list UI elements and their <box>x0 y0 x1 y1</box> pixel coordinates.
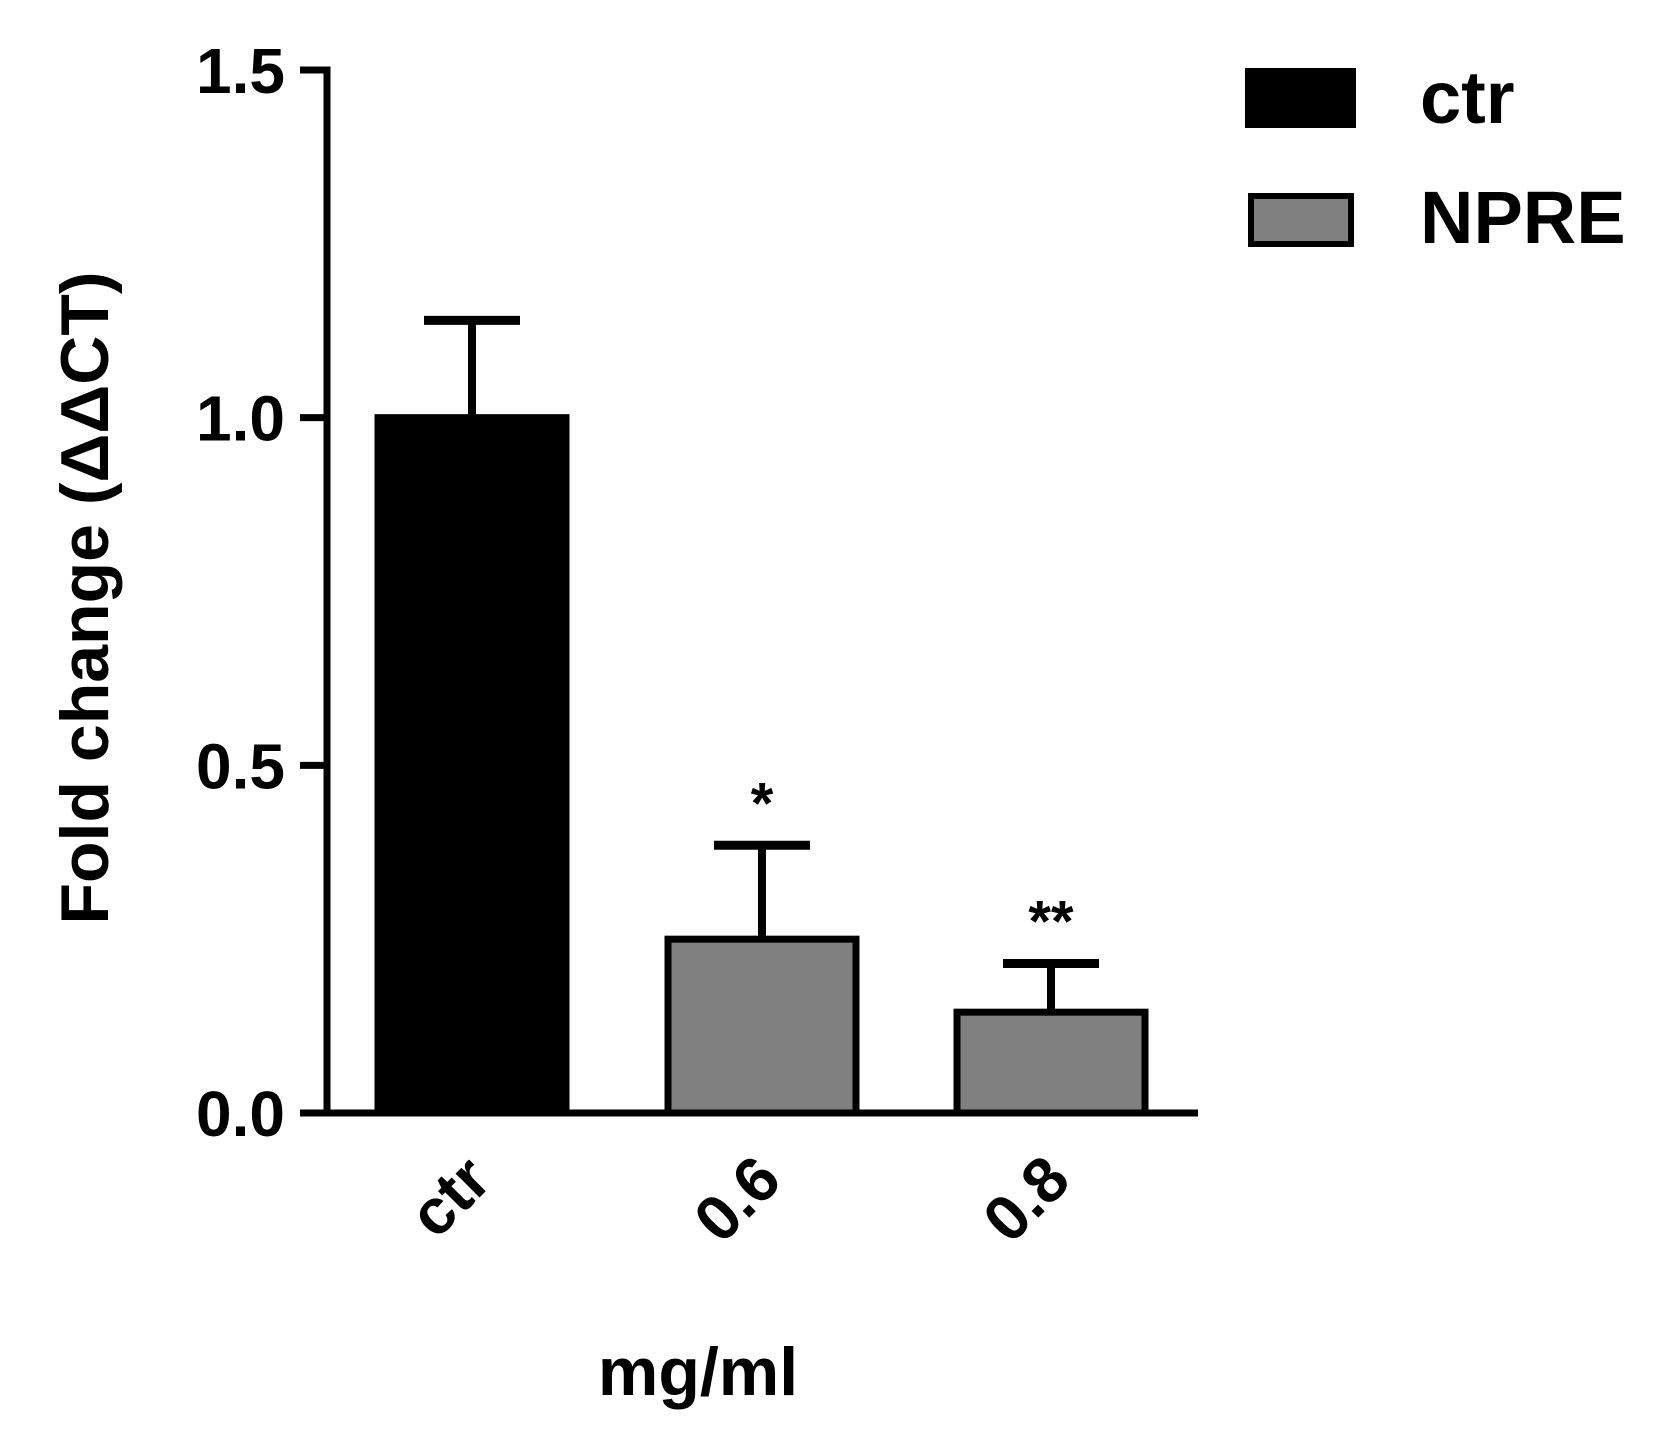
bar-0.6 <box>664 935 860 1117</box>
legend-swatch-ctr <box>1245 68 1356 128</box>
y-ticks: 0.0 0.5 1.0 1.5 <box>196 35 327 1150</box>
significance-markers: *** <box>751 771 1074 954</box>
bar-ctr <box>374 414 570 1117</box>
bar-0.8 <box>953 1008 1149 1117</box>
bars <box>374 414 1149 1117</box>
legend-label-npre: NPRE <box>1420 176 1626 259</box>
x-tick-labels: ctr 0.6 0.8 <box>395 1142 1083 1256</box>
y-tick-label: 0.5 <box>196 730 285 802</box>
legend: ctr NPRE <box>1245 56 1626 259</box>
significance-marker: ** <box>1028 890 1074 955</box>
error-bars <box>424 315 1099 1013</box>
legend-label-ctr: ctr <box>1420 56 1515 139</box>
y-tick-label: 0.0 <box>196 1078 285 1150</box>
x-axis-title: mg/ml <box>598 1334 798 1410</box>
y-axis-title: Fold change (ΔΔCT) <box>47 271 123 924</box>
legend-swatch-npre <box>1248 193 1354 247</box>
y-tick-label: 1.0 <box>196 383 285 455</box>
x-tick-label: ctr <box>395 1142 504 1251</box>
y-tick-label: 1.5 <box>196 35 285 107</box>
x-tick-label: 0.6 <box>680 1142 794 1256</box>
significance-marker: * <box>751 771 774 836</box>
x-tick-label: 0.8 <box>969 1142 1083 1256</box>
